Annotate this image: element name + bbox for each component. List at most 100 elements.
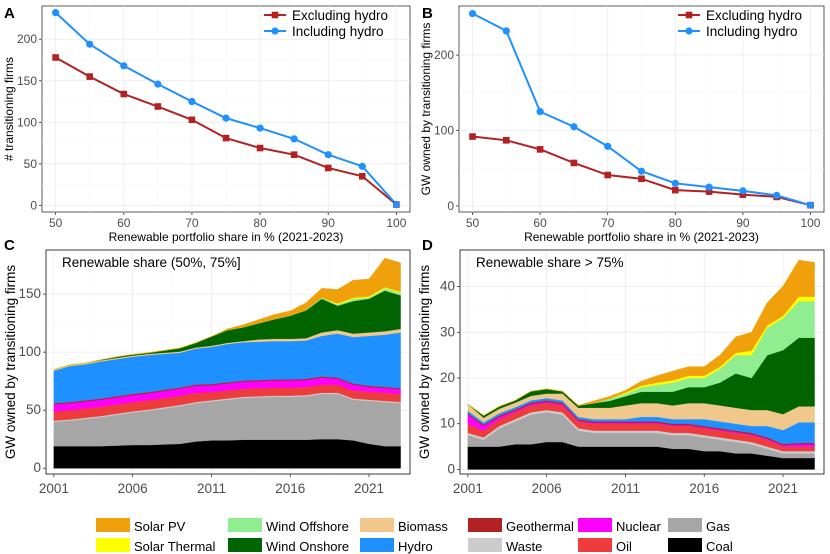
panel-annotation: Renewable share (50%, 75%] (62, 255, 241, 270)
panel-d: 2001 2006 2011 2016 2021 0 10 20 30 40 GW owned by… (417, 237, 825, 496)
y-tick-label: 200 (434, 48, 454, 62)
data-point (570, 159, 578, 167)
panel-letter: C (4, 237, 15, 254)
panel-letter: A (4, 5, 15, 22)
legend-label: Gas (706, 519, 730, 534)
y-tick-label: 50 (24, 157, 38, 171)
stacked-areas (467, 259, 815, 470)
x-tick-label: 100 (800, 216, 820, 230)
legend-label: Geothermal (506, 519, 574, 534)
legend-label: Biomass (398, 519, 448, 534)
legend-key-marker (685, 27, 693, 35)
data-point (120, 62, 128, 70)
legend-key-marker (271, 27, 279, 35)
x-tick-label: 2001 (39, 481, 69, 496)
y-tick-label: 0 (447, 199, 454, 213)
legend-label: Waste (506, 539, 542, 554)
series-group (52, 9, 400, 209)
legend-label: Wind Onshore (266, 539, 349, 554)
y-tick-label: 150 (17, 74, 37, 88)
data-point (358, 162, 366, 170)
panel-letter: D (422, 237, 433, 254)
x-tick-label: 80 (669, 216, 683, 230)
area-solar-pv (467, 259, 815, 416)
data-point (256, 144, 264, 152)
data-point (222, 114, 230, 122)
x-tick-label: 50 (49, 216, 63, 230)
legend-swatch (578, 518, 612, 532)
data-point (222, 134, 230, 142)
x-tick-label: 80 (253, 216, 267, 230)
legend-swatch (360, 518, 394, 532)
x-tick-label: 70 (185, 216, 199, 230)
legend-swatch (228, 538, 262, 552)
legend-label: Nuclear (616, 519, 661, 534)
data-point (256, 124, 264, 132)
y-tick-label: 20 (440, 370, 455, 385)
legend-label: Oil (616, 539, 632, 554)
data-point (604, 142, 612, 150)
data-point (739, 191, 747, 198)
legend-label: Including hydro (706, 24, 798, 39)
y-tick-label: 200 (17, 32, 37, 46)
x-tick-label: 2021 (354, 481, 384, 496)
legend-swatch (96, 538, 130, 552)
legend-swatch (228, 518, 262, 532)
data-point (52, 9, 60, 17)
plot-border (45, 249, 411, 475)
y-tick-label: 50 (26, 402, 41, 417)
legend-label: Wind Offshore (266, 519, 349, 534)
data-point (358, 172, 366, 180)
x-axis-label: Renewable portfolio share in % (2021-202… (109, 230, 344, 244)
data-point (502, 27, 510, 35)
x-tick-label: 100 (386, 216, 406, 230)
legend-swatch (360, 538, 394, 552)
y-tick-label: 30 (440, 324, 455, 339)
data-point (154, 80, 162, 88)
data-point (503, 137, 510, 144)
data-point (604, 171, 612, 179)
y-axis-label: GW owned by transitioning firms (417, 265, 432, 460)
x-tick-label: 60 (117, 216, 131, 230)
legend-label: Excluding hydro (706, 8, 802, 23)
data-point (671, 179, 679, 187)
fuel-legend: Solar PV Solar Thermal Wind Offshore Wind O… (96, 518, 733, 554)
data-point (671, 186, 679, 194)
plot-border (459, 249, 825, 475)
legend-label: Coal (706, 539, 733, 554)
stacked-areas (53, 257, 401, 469)
y-tick-label: 0 (33, 460, 41, 475)
data-point (637, 167, 646, 175)
y-tick-label: 0 (447, 461, 455, 476)
data-point (324, 151, 332, 159)
area-solar-pv (53, 257, 401, 370)
legend-label: Solar PV (134, 519, 186, 534)
data-point (570, 123, 578, 131)
data-point (52, 54, 59, 61)
data-point (468, 9, 477, 18)
legend-swatch (668, 518, 702, 532)
legend-label: Solar Thermal (134, 539, 216, 554)
x-tick-label: 70 (601, 216, 615, 230)
data-point (536, 108, 544, 116)
x-tick-label: 2011 (611, 481, 640, 496)
x-tick-label: 90 (322, 216, 336, 230)
data-point (536, 146, 544, 153)
y-tick-label: 100 (17, 115, 37, 129)
legend-label: Excluding hydro (292, 8, 388, 23)
data-point (638, 175, 645, 183)
data-point (290, 151, 298, 158)
data-point (806, 201, 815, 209)
x-tick-label: 2021 (768, 481, 798, 496)
x-tick-label: 2016 (689, 481, 719, 496)
data-point (392, 200, 400, 209)
legend-swatch (578, 538, 612, 552)
x-tick-label: 90 (736, 216, 750, 230)
data-point (86, 40, 94, 48)
data-point (86, 73, 94, 80)
x-tick-label: 2011 (197, 481, 226, 496)
data-point (324, 164, 332, 172)
